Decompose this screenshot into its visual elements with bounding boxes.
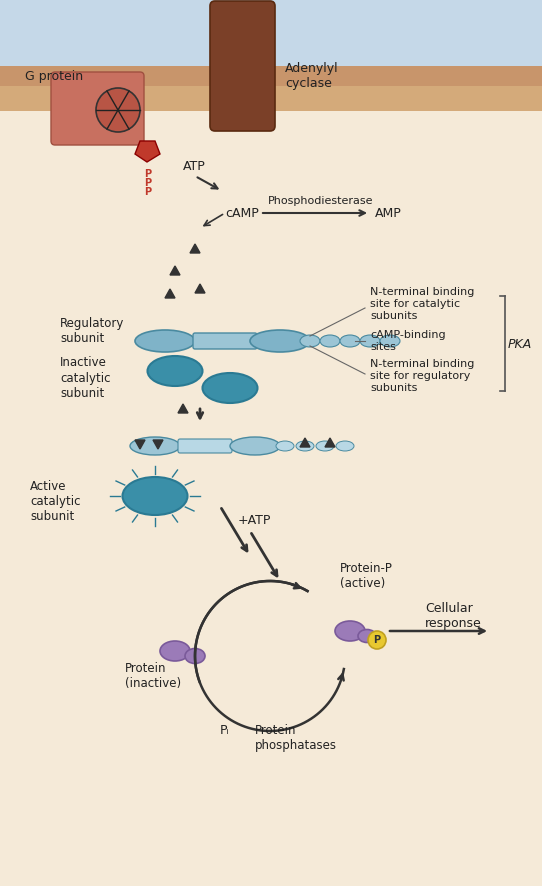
Text: Cellular
response: Cellular response — [425, 602, 482, 630]
Text: P: P — [144, 169, 152, 179]
Polygon shape — [0, 66, 542, 86]
Polygon shape — [178, 404, 188, 413]
Text: Protein
(inactive): Protein (inactive) — [125, 662, 181, 690]
Ellipse shape — [147, 356, 203, 386]
Polygon shape — [0, 111, 542, 886]
Ellipse shape — [358, 629, 376, 642]
Ellipse shape — [360, 335, 380, 347]
Polygon shape — [0, 0, 542, 66]
Text: Phosphodiesterase: Phosphodiesterase — [268, 196, 373, 206]
Ellipse shape — [230, 437, 280, 455]
Circle shape — [368, 631, 386, 649]
Ellipse shape — [316, 441, 334, 451]
Text: P: P — [144, 178, 152, 188]
Text: cAMP-binding
sites: cAMP-binding sites — [370, 330, 446, 352]
Polygon shape — [165, 289, 175, 298]
Text: P: P — [144, 187, 152, 197]
Ellipse shape — [160, 641, 190, 661]
Polygon shape — [0, 86, 542, 111]
Polygon shape — [190, 244, 200, 253]
Text: Regulatory
subunit: Regulatory subunit — [60, 317, 124, 345]
Ellipse shape — [250, 330, 310, 352]
Polygon shape — [135, 141, 160, 162]
Polygon shape — [170, 266, 180, 275]
Text: N-terminal binding
site for regulatory
subunits: N-terminal binding site for regulatory s… — [370, 360, 474, 392]
Ellipse shape — [276, 441, 294, 451]
Text: Active
catalytic
subunit: Active catalytic subunit — [30, 479, 81, 523]
Text: Protein-P
(active): Protein-P (active) — [340, 562, 393, 590]
Text: AMP: AMP — [375, 206, 402, 220]
Circle shape — [96, 88, 140, 132]
Ellipse shape — [340, 335, 360, 347]
Ellipse shape — [203, 373, 257, 403]
Text: Inactive
catalytic
subunit: Inactive catalytic subunit — [60, 356, 111, 400]
Text: G protein: G protein — [25, 69, 83, 82]
Text: P: P — [373, 635, 380, 645]
Ellipse shape — [335, 621, 365, 641]
Ellipse shape — [130, 437, 180, 455]
Ellipse shape — [185, 649, 205, 664]
Polygon shape — [195, 284, 205, 293]
FancyBboxPatch shape — [210, 1, 275, 131]
Text: cAMP: cAMP — [225, 206, 259, 220]
Text: Protein
phosphatases: Protein phosphatases — [255, 724, 337, 752]
Polygon shape — [135, 440, 145, 449]
Ellipse shape — [300, 335, 320, 347]
Text: N-terminal binding
site for catalytic
subunits: N-terminal binding site for catalytic su… — [370, 287, 474, 321]
Text: ATP: ATP — [183, 159, 206, 173]
Text: +ATP: +ATP — [238, 515, 272, 527]
Ellipse shape — [296, 441, 314, 451]
Ellipse shape — [135, 330, 195, 352]
Text: Adenylyl
cyclase: Adenylyl cyclase — [285, 62, 339, 90]
Text: Pᵢ: Pᵢ — [220, 725, 230, 737]
Ellipse shape — [320, 335, 340, 347]
Ellipse shape — [336, 441, 354, 451]
Ellipse shape — [380, 335, 400, 347]
Polygon shape — [300, 438, 310, 447]
Ellipse shape — [122, 477, 188, 515]
Polygon shape — [325, 438, 335, 447]
FancyBboxPatch shape — [193, 333, 257, 349]
Text: PKA: PKA — [508, 338, 532, 351]
FancyBboxPatch shape — [51, 72, 144, 145]
Polygon shape — [153, 440, 163, 449]
FancyBboxPatch shape — [178, 439, 232, 453]
